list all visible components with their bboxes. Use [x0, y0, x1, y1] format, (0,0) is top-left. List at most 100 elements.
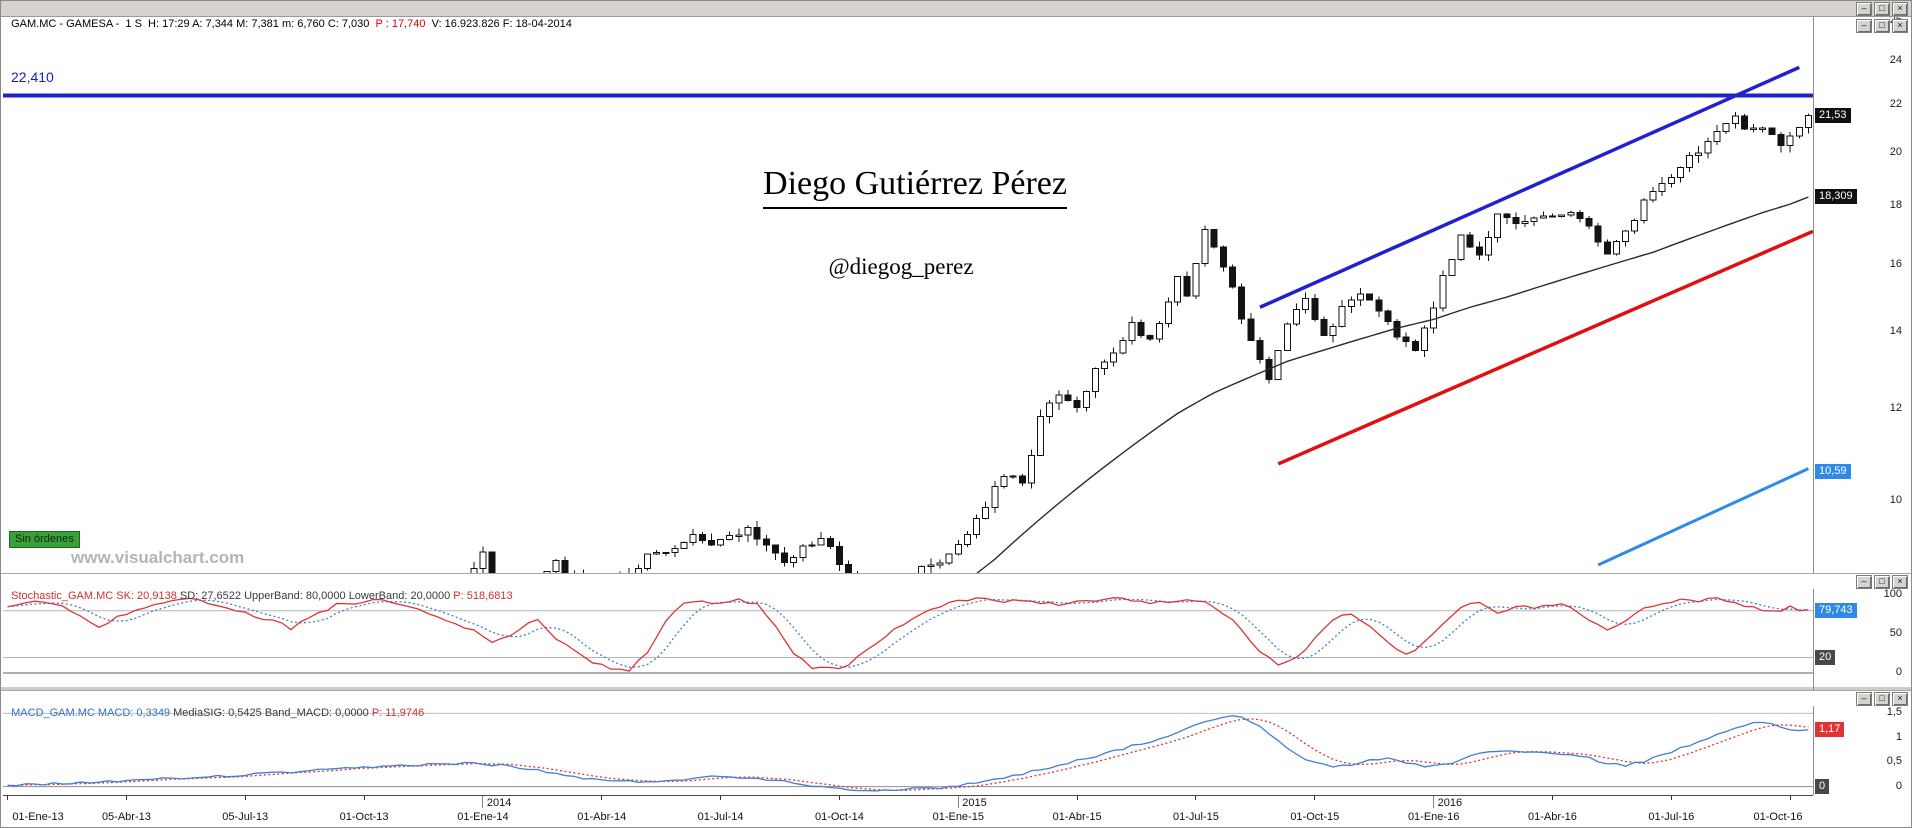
- header-segment: MediaSIG: 0,5425: [173, 707, 265, 719]
- stochastic-panel-controls: – □ ×: [1856, 575, 1908, 589]
- macd-chart[interactable]: [3, 706, 1813, 795]
- price-badge: 1,17: [1815, 721, 1845, 737]
- price-badge: 79,743: [1815, 603, 1857, 619]
- header-segment: V: 16.923.826 F: 18-04-2014: [425, 18, 572, 30]
- time-label: 01-Oct-14: [814, 811, 864, 823]
- resistance-price-label: 22,410: [11, 69, 54, 85]
- price-panel-controls: – □ ×: [1856, 19, 1908, 33]
- macd-panel: [3, 706, 1813, 796]
- author-signature: Diego Gutiérrez Pérez: [763, 165, 1067, 209]
- y-axis-label: 0: [1895, 666, 1902, 678]
- time-tick: [1076, 796, 1078, 800]
- year-label: 2014: [486, 797, 512, 809]
- time-tick: [363, 796, 365, 800]
- time-label: 05-Abr-13: [101, 811, 151, 823]
- time-tick: [1670, 796, 1672, 800]
- price-badge: 21,53: [1815, 108, 1851, 124]
- header-segment: SK: 20,9138: [116, 590, 180, 602]
- no-orders-badge: Sin órdenes: [9, 531, 80, 548]
- time-tick: [244, 796, 246, 800]
- header-segment: UpperBand: 80,0000: [244, 590, 349, 602]
- time-tick: [1195, 796, 1197, 800]
- y-axis-label: 1: [1895, 730, 1902, 743]
- time-tick: [1551, 796, 1553, 800]
- window-controls: – □ ×: [1856, 2, 1908, 16]
- year-tick: [957, 796, 959, 808]
- header-segment: SD: 27,6522: [179, 590, 245, 602]
- time-axis[interactable]: 01-Ene-13 05-Abr-13 05-Jul-13 01-Oct-13 01-E…: [3, 796, 1813, 828]
- stochastic-panel: [3, 589, 1813, 688]
- y-axis-label: 20: [1889, 145, 1902, 158]
- macd-panel-minimize-button[interactable]: –: [1856, 692, 1872, 706]
- header-segment: P: 11,9746: [371, 707, 425, 719]
- time-label: 01-Ene-14: [457, 811, 509, 823]
- price-panel: 22,410 Diego Gutiérrez Pérez @diegog_per…: [3, 17, 1813, 574]
- title-bar[interactable]: GAM.MC - GAMESA - 1 S H: 17:29 A: 7,344 …: [0, 0, 1912, 30]
- y-axis-label: 100: [1883, 588, 1902, 601]
- time-tick: [125, 796, 127, 800]
- price-panel-close-button[interactable]: ×: [1892, 19, 1908, 33]
- time-label: 01-Abr-16: [1528, 811, 1577, 823]
- y-axis-label: 0,5: [1886, 755, 1902, 768]
- macd-header[interactable]: MACD_GAM.MC MACD: 0,3349 MediaSIG: 0,542…: [0, 690, 1912, 719]
- y-axis-label: 12: [1889, 402, 1902, 415]
- y-axis-label: 24: [1889, 54, 1902, 67]
- time-tick: [1314, 796, 1316, 800]
- year-label: 2016: [1437, 797, 1463, 809]
- panel-divider[interactable]: [0, 687, 1912, 690]
- header-segment: MACD: 0,3349: [97, 707, 174, 719]
- window-maximize-button[interactable]: □: [1874, 2, 1890, 16]
- time-label: 01-Jul-16: [1648, 811, 1695, 823]
- author-twitter-handle: @diegog_perez: [828, 254, 974, 279]
- header-segment: Stochastic_GAM.MC: [11, 590, 117, 602]
- stochastic-panel-maximize-button[interactable]: □: [1874, 575, 1890, 589]
- stochastic-panel-minimize-button[interactable]: –: [1856, 575, 1872, 589]
- header-segment: LowerBand: 20,0000: [348, 590, 454, 602]
- y-axis-label: 14: [1889, 324, 1902, 337]
- axis-separator: [1813, 17, 1814, 795]
- time-label: 01-Ene-15: [932, 811, 984, 823]
- time-tick: [1789, 796, 1791, 800]
- header-segment: P: 518,6813: [453, 590, 513, 602]
- visualchart-watermark: www.visualchart.com: [71, 548, 245, 567]
- price-panel-maximize-button[interactable]: □: [1874, 19, 1890, 33]
- y-axis-label: 50: [1889, 627, 1902, 640]
- time-label: 01-Ene-16: [1407, 811, 1460, 823]
- time-tick: [601, 796, 603, 800]
- y-axis-label: 1,5: [1886, 706, 1902, 719]
- time-tick: [7, 796, 9, 800]
- price-panel-minimize-button[interactable]: –: [1856, 19, 1872, 33]
- price-chart[interactable]: [3, 17, 1813, 573]
- header-segment: MACD_GAM.MC: [11, 707, 98, 719]
- window-minimize-button[interactable]: –: [1856, 2, 1872, 16]
- macd-panel-close-button[interactable]: ×: [1892, 692, 1908, 706]
- macd-panel-maximize-button[interactable]: □: [1874, 692, 1890, 706]
- y-axis-label: 0: [1895, 779, 1902, 792]
- time-tick: [838, 796, 840, 800]
- stochastic-panel-close-button[interactable]: ×: [1892, 575, 1908, 589]
- macd-header-text: MACD_GAM.MC MACD: 0,3349 MediaSIG: 0,542…: [11, 707, 424, 719]
- header-segment: P : 17,740: [375, 18, 426, 30]
- stochastic-chart[interactable]: [3, 589, 1813, 687]
- year-tick: [1433, 796, 1435, 808]
- time-label: 01-Oct-15: [1290, 811, 1340, 823]
- time-label: 01-Jul-14: [697, 811, 744, 823]
- header-segment: GAM.MC - GAMESA - 1 S H: 17:29 A: 7,344 …: [11, 18, 376, 30]
- stochastic-header-text: Stochastic_GAM.MC SK: 20,9138 SD: 27,652…: [11, 590, 513, 602]
- macd-panel-controls: – □ ×: [1856, 692, 1908, 706]
- price-badge: 0: [1815, 779, 1830, 795]
- time-tick: [720, 796, 722, 800]
- year-label: 2015: [962, 797, 987, 809]
- time-label: 01-Abr-15: [1052, 811, 1102, 823]
- time-label: 01-Oct-13: [339, 811, 389, 823]
- time-label: 01-Oct-16: [1753, 811, 1803, 823]
- time-label: 01-Ene-13: [12, 811, 64, 823]
- price-axis-column[interactable]: 2624222018161412101005001,510,5021,5318,…: [1813, 0, 1912, 828]
- window-close-button[interactable]: ×: [1892, 2, 1908, 16]
- time-label: 01-Abr-14: [577, 811, 627, 823]
- year-tick: [482, 796, 484, 808]
- stochastic-header[interactable]: Stochastic_GAM.MC SK: 20,9138 SD: 27,652…: [0, 573, 1912, 602]
- instrument-summary: GAM.MC - GAMESA - 1 S H: 17:29 A: 7,344 …: [11, 18, 572, 30]
- header-segment: Band_MACD: 0,0000: [264, 707, 372, 719]
- y-axis-label: 10: [1889, 493, 1902, 506]
